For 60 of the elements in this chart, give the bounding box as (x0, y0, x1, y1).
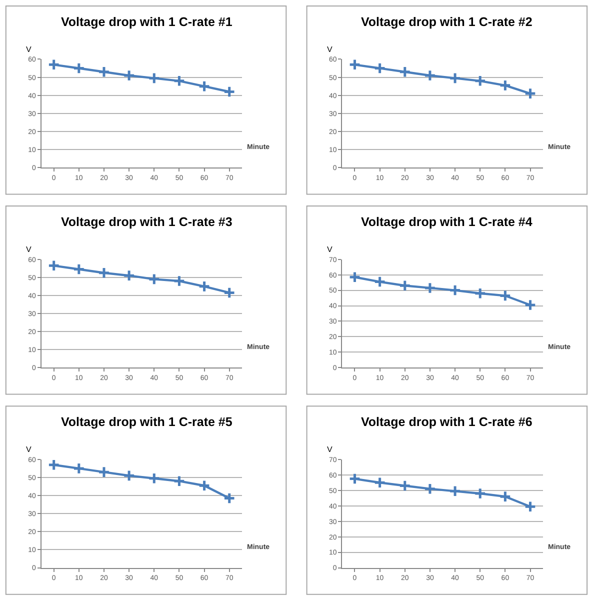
point (98, 266, 110, 280)
y-axis-title: V (26, 245, 32, 254)
point (374, 62, 386, 74)
point (198, 479, 210, 492)
point (122, 69, 136, 82)
point (72, 62, 86, 74)
point (148, 72, 160, 84)
y-axis-title: V (26, 445, 32, 454)
y-axis-title: V (327, 45, 333, 54)
chart-title: Voltage drop with 1 C-rate #1 (61, 15, 232, 29)
point (524, 500, 536, 513)
point (223, 86, 236, 98)
point (524, 87, 536, 100)
point (198, 80, 210, 92)
point (448, 72, 462, 84)
point (524, 298, 536, 312)
y-axis-title: V (26, 45, 32, 54)
y-axis-title: V (327, 445, 333, 454)
point (499, 79, 512, 92)
y-axis-title: V (327, 245, 333, 254)
point (223, 286, 236, 299)
point (72, 263, 86, 276)
point (474, 74, 486, 88)
point (48, 459, 60, 471)
point (148, 472, 160, 485)
point (173, 474, 186, 488)
point (398, 66, 412, 78)
point (223, 492, 236, 504)
point (348, 59, 361, 71)
chart-title: Voltage drop with 1 C-rate #2 (361, 15, 532, 29)
point (398, 279, 412, 292)
point (474, 287, 486, 300)
point (499, 290, 512, 302)
chart-title: Voltage drop with 1 C-rate #4 (361, 215, 532, 229)
point (448, 284, 462, 296)
point (198, 280, 210, 293)
point (173, 74, 186, 88)
point (148, 273, 160, 286)
point (424, 482, 436, 495)
point (424, 282, 436, 294)
point (98, 466, 110, 478)
point (499, 490, 512, 503)
point (448, 485, 462, 498)
chart-title: Voltage drop with 1 C-rate #3 (61, 215, 232, 229)
point (122, 269, 136, 282)
point (348, 270, 361, 284)
point (173, 274, 186, 288)
point (48, 59, 60, 71)
point (374, 276, 386, 288)
point (348, 472, 361, 485)
point (98, 66, 110, 78)
point (122, 470, 136, 482)
point (374, 476, 386, 489)
point (48, 260, 60, 272)
point (398, 480, 412, 492)
point (474, 487, 486, 500)
chart-title: Voltage drop with 1 C-rate #6 (361, 415, 532, 429)
point (424, 69, 436, 82)
chart-title: Voltage drop with 1 C-rate #5 (61, 415, 232, 429)
point (72, 462, 86, 475)
